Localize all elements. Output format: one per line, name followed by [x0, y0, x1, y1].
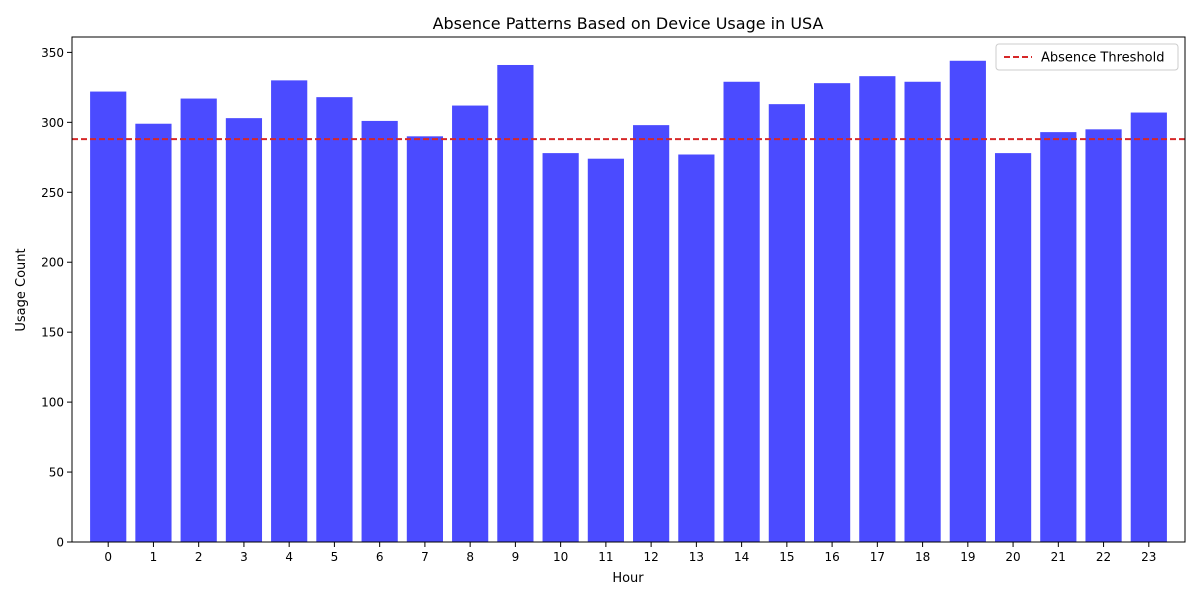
x-tick-label-19: 19 [960, 550, 975, 564]
x-tick-label-11: 11 [598, 550, 613, 564]
bar-hour-17 [859, 76, 896, 543]
y-tick-label-0: 0 [56, 536, 64, 550]
x-tick-label-13: 13 [689, 550, 704, 564]
bar-hour-9 [497, 64, 534, 542]
bar-hour-18 [904, 81, 941, 542]
x-axis-label: Hour [612, 571, 644, 586]
bar-hour-20 [994, 153, 1032, 543]
bar-hour-16 [814, 83, 851, 542]
bar-hour-2 [180, 98, 217, 543]
x-tick-label-3: 3 [240, 550, 248, 564]
bar-hour-13 [678, 154, 715, 542]
bars-group [90, 60, 1167, 543]
bar-hour-4 [271, 80, 308, 543]
x-ticks-group: 0 1 2 3 4 5 6 7 8 9 10 11 12 13 14 15 16 17 18 19 20 21 22 23 [104, 542, 1156, 564]
x-tick-label-8: 8 [466, 550, 474, 564]
bar-hour-3 [225, 118, 263, 542]
x-tick-label-20: 20 [1005, 550, 1020, 564]
bar-hour-5 [316, 97, 353, 543]
x-tick-label-22: 22 [1096, 550, 1111, 564]
axes-group [71, 36, 1186, 543]
bar-hour-23 [1130, 112, 1167, 542]
bar-hour-21 [1040, 132, 1077, 542]
y-axis-label: Usage Count [14, 248, 29, 331]
x-tick-label-17: 17 [870, 550, 885, 564]
x-tick-label-0: 0 [104, 550, 112, 564]
bar-hour-19 [949, 60, 986, 542]
x-tick-label-7: 7 [421, 550, 429, 564]
x-tick-label-9: 9 [512, 550, 520, 564]
y-tick-label-350: 350 [41, 46, 64, 60]
x-tick-label-10: 10 [553, 550, 568, 564]
legend-box [995, 43, 1179, 71]
y-tick-label-300: 300 [41, 116, 64, 130]
bar-hour-11 [587, 158, 624, 542]
y-tick-label-50: 50 [49, 466, 64, 480]
bar-hour-8 [452, 105, 489, 543]
x-tick-label-23: 23 [1141, 550, 1156, 564]
bar-hour-0 [90, 91, 127, 542]
x-tick-label-21: 21 [1051, 550, 1066, 564]
x-tick-label-1: 1 [150, 550, 158, 564]
x-tick-label-4: 4 [285, 550, 293, 564]
x-tick-label-5: 5 [331, 550, 339, 564]
bar-hour-15 [768, 104, 805, 543]
x-tick-label-14: 14 [734, 550, 749, 564]
x-tick-label-2: 2 [195, 550, 203, 564]
legend-threshold-label: Absence Threshold [1041, 51, 1165, 66]
x-tick-label-12: 12 [643, 550, 658, 564]
legend: Absence Threshold [995, 43, 1179, 71]
x-tick-label-6: 6 [376, 550, 384, 564]
bar-hour-12 [633, 125, 670, 542]
axes-frame [71, 36, 1186, 543]
y-tick-label-250: 250 [41, 186, 64, 200]
chart-title: Absence Patterns Based on Device Usage i… [433, 14, 824, 33]
x-tick-label-18: 18 [915, 550, 930, 564]
y-tick-label-150: 150 [41, 326, 64, 340]
bar-hour-6 [361, 120, 398, 543]
bar-hour-7 [406, 136, 443, 542]
bar-hour-22 [1085, 129, 1122, 542]
y-ticks-group: 0 50 100 150 200 250 300 350 [41, 46, 72, 550]
bar-hour-1 [135, 123, 172, 542]
x-tick-label-16: 16 [824, 550, 839, 564]
bar-hour-10 [542, 153, 579, 543]
x-tick-label-15: 15 [779, 550, 794, 564]
bar-hour-14 [723, 81, 760, 542]
y-tick-label-200: 200 [41, 256, 64, 270]
y-tick-label-100: 100 [41, 396, 64, 410]
